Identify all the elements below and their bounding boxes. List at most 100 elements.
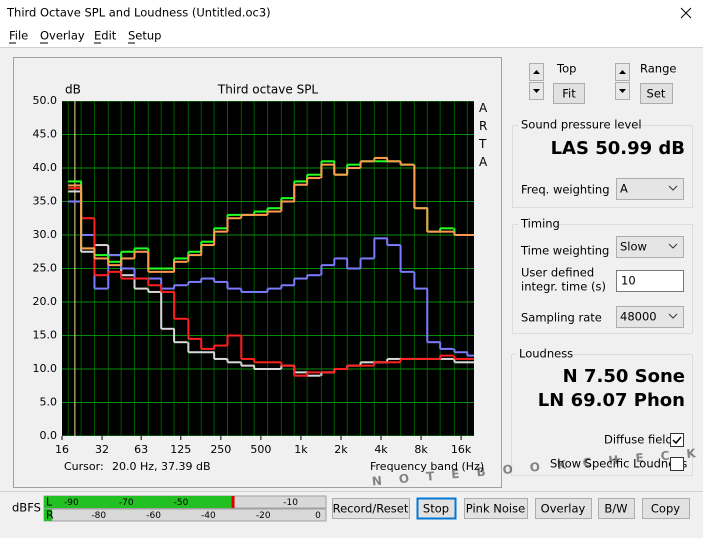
x-tick-label: 250 — [210, 443, 231, 456]
combobox[interactable] — [616, 236, 684, 258]
menu-item[interactable]: Overlay — [40, 29, 85, 43]
spin-top[interactable] — [529, 63, 544, 100]
meter-tick-label: -40 — [201, 511, 216, 521]
plot-clip — [62, 101, 474, 436]
checkbox-label[interactable]: Diffuse field — [604, 433, 673, 447]
input-value[interactable]: 10 — [621, 274, 636, 288]
checkbox[interactable] — [670, 457, 684, 471]
x-tick-label: 32 — [95, 443, 109, 456]
group-label-bg — [518, 119, 630, 131]
x-axis-label: Frequency band (Hz) — [370, 460, 484, 473]
cursor-label: Cursor: — [64, 460, 104, 473]
meter-tick-label: -20 — [256, 511, 271, 521]
dropdown-arrow[interactable] — [668, 243, 678, 249]
meter-tick-label: -50 — [174, 498, 189, 508]
combobox-value[interactable]: Slow — [620, 240, 647, 254]
fit-button-label[interactable]: Fit — [562, 87, 576, 101]
button-row: Record/Reset Stop Pink Noise Overlay B/W Copy — [332, 497, 690, 520]
group-label: Loudness — [519, 347, 573, 361]
dropdown-arrow[interactable] — [668, 185, 678, 191]
field-label: Time weighting — [520, 244, 609, 258]
button[interactable] — [598, 498, 635, 519]
window-title: Third Octave SPL and Loudness (Untitled.… — [6, 6, 271, 20]
fit-button[interactable] — [553, 83, 585, 104]
meter-track — [43, 508, 327, 522]
meter-tick-label: 0 — [315, 511, 321, 521]
level-meter: L -90 -70 -50 -10 R -80 -60 -40 -20 0 — [43, 495, 327, 522]
group-label-bg — [516, 348, 570, 360]
x-tick-label: 63 — [134, 443, 148, 456]
y-tick-label: 5.0 — [40, 396, 58, 409]
button-label[interactable]: B/W — [604, 502, 627, 516]
combobox-value[interactable]: A — [620, 182, 628, 196]
menu-item[interactable]: Setup — [128, 29, 161, 43]
spl-reading: LAS 50.99 dB — [551, 138, 685, 159]
y-tick-label: 10.0 — [33, 362, 58, 375]
checkbox-label[interactable]: Show Specific Loudness — [550, 457, 687, 471]
x-tick-label: 8k — [414, 443, 428, 456]
meter-tick-label: -80 — [91, 511, 106, 521]
combobox-value[interactable]: 48000 — [620, 310, 657, 324]
field-label: integr. time (s) — [521, 280, 606, 294]
combobox[interactable] — [616, 178, 684, 200]
combobox[interactable] — [616, 306, 684, 328]
button-label[interactable]: Copy — [651, 502, 680, 516]
button[interactable] — [464, 498, 528, 519]
spin-range[interactable] — [615, 63, 630, 100]
y-tick-label: 25.0 — [33, 262, 58, 275]
x-tick-label: 16k — [451, 443, 472, 456]
loudness-sone: N 7.50 Sone — [563, 366, 685, 387]
button[interactable] — [332, 498, 410, 519]
x-tick-label: 125 — [170, 443, 191, 456]
meter-level — [44, 509, 53, 521]
y-tick-label: 40.0 — [33, 161, 58, 174]
y-axis-label: dB — [65, 83, 81, 97]
y-tick-label: 0.0 — [40, 429, 58, 442]
group-label-bg — [518, 218, 556, 230]
button[interactable] — [642, 498, 690, 519]
close-button[interactable] — [680, 7, 692, 19]
y-tick-label: 45.0 — [33, 128, 58, 141]
loudness-phon: LN 69.07 Phon — [538, 390, 685, 411]
button-label[interactable]: Pink Noise — [466, 502, 525, 516]
set-button[interactable] — [640, 83, 673, 104]
field-label: User defined — [521, 266, 594, 280]
x-tick-label: 500 — [250, 443, 271, 456]
x-tick-label: 16 — [55, 443, 69, 456]
top-label: Top — [556, 62, 576, 76]
set-button-label[interactable]: Set — [647, 87, 666, 101]
checkbox[interactable] — [670, 433, 684, 447]
plot-layer: 0.0 5.0 10.0 15.0 20.0 25.0 30.0 35.0 40.0 45.0 50… — [33, 94, 474, 456]
dropdown-arrow[interactable] — [668, 313, 678, 319]
menu-item[interactable]: File — [9, 29, 28, 43]
y-tick-label: 20.0 — [33, 295, 58, 308]
menu-item[interactable]: Edit — [94, 29, 117, 43]
button[interactable] — [416, 497, 457, 520]
x-tick-label: 1k — [294, 443, 308, 456]
check-mark[interactable] — [672, 436, 682, 445]
cursor-readout: 20.0 Hz, 37.39 dB — [112, 460, 211, 473]
y-tick-label: 35.0 — [33, 195, 58, 208]
field-label: Sampling rate — [521, 311, 602, 325]
meter-level — [44, 496, 234, 508]
button-label[interactable]: Record/Reset — [333, 502, 409, 516]
x-tick-label: 2k — [334, 443, 348, 456]
chart-title: Third octave SPL — [217, 83, 319, 97]
meter-tick-label: -60 — [146, 511, 161, 521]
text-input[interactable] — [616, 270, 684, 292]
meter-tick-label: -90 — [64, 498, 79, 508]
button-label[interactable]: Overlay — [541, 502, 586, 516]
group-box — [511, 354, 693, 476]
group-box — [512, 224, 693, 334]
meter-label: dBFS — [12, 501, 41, 515]
button[interactable] — [535, 498, 592, 519]
field-label: Freq. weighting — [521, 183, 610, 197]
y-tick-label: 15.0 — [33, 329, 58, 342]
x-tick-label: 4k — [374, 443, 388, 456]
meter-channel: L — [46, 496, 53, 509]
y-tick-label: 30.0 — [33, 228, 58, 241]
arta-label: ARTA — [479, 101, 488, 169]
button-label[interactable]: Stop — [423, 502, 449, 516]
